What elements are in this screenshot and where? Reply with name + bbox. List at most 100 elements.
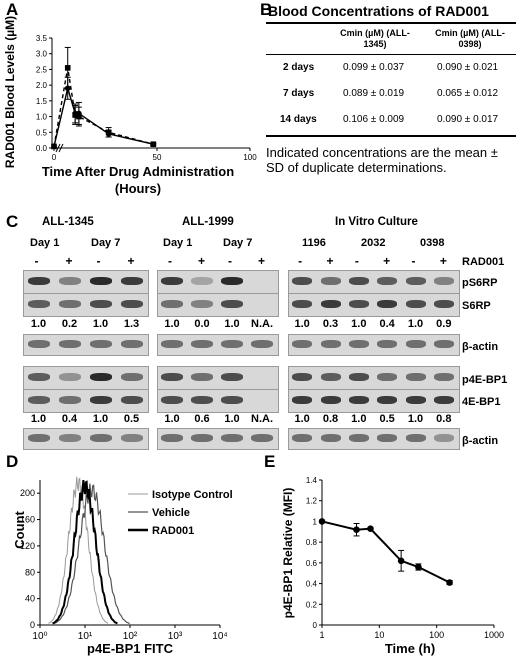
blot-strip (288, 389, 460, 413)
x-tick-label: 1 (319, 630, 324, 640)
blot-strip (23, 428, 149, 450)
day-label: Day 1 (30, 237, 60, 249)
table-col2-header: Cmin (µM) (ALL-0398) (435, 28, 505, 49)
panel-label-a: A (6, 0, 19, 19)
group-label: ALL-1999 (182, 216, 234, 228)
table-cell: 0.090 ± 0.021 (437, 62, 499, 73)
plus-sign: + (439, 254, 447, 268)
series-line (321, 520, 451, 584)
axis-break (58, 143, 64, 153)
quantification-value: 1.0 (351, 318, 367, 330)
cell-line-label: 2032 (361, 237, 386, 249)
blot-band (433, 277, 454, 285)
blot-band (292, 434, 313, 442)
blot-band (191, 340, 213, 348)
blot-row-label: 4E-BP1 (462, 396, 501, 408)
group-label: ALL-1345 (42, 216, 94, 228)
x-tick-label: 10¹ (78, 631, 93, 642)
blot-band (161, 373, 183, 381)
blot-band (89, 434, 112, 442)
minus-sign: - (298, 254, 303, 268)
y-tick-label: 2.5 (36, 65, 48, 74)
table-header-rule (266, 54, 516, 55)
panel-a-xlabel-1: Time After Drug Administration (42, 164, 234, 179)
plus-sign: + (65, 254, 73, 268)
axis-break (55, 143, 61, 153)
blot-strip (157, 428, 279, 450)
quantification-value: 1.0 (224, 318, 240, 330)
isotype-control-histogram (48, 476, 109, 624)
y-tick-label: 1.4 (306, 476, 318, 485)
panel-label-e: E (264, 452, 276, 471)
blot-band (348, 277, 369, 285)
blot-band (27, 396, 50, 404)
blot-band (221, 340, 243, 348)
blot-band (27, 277, 50, 285)
rad001-histogram (52, 480, 118, 625)
table-cell: 0.106 ± 0.009 (343, 114, 405, 125)
blot-band (433, 340, 454, 348)
blot-band (89, 300, 112, 308)
blot-band (348, 373, 369, 381)
cell-line-label: 1196 (302, 237, 326, 249)
table-row-label: 14 days (280, 114, 317, 125)
minus-sign: - (168, 254, 172, 268)
blot-band (377, 340, 398, 348)
blot-row-label: S6RP (462, 300, 491, 312)
blot-band (191, 300, 213, 308)
day-label: Day 7 (223, 237, 253, 249)
quantification-value: 0.4 (379, 318, 395, 330)
blot-band (405, 300, 426, 308)
x-tick-label: 0 (52, 153, 57, 162)
blot-band (161, 434, 183, 442)
quantification-value: 1.0 (92, 413, 109, 425)
blot-band (405, 340, 426, 348)
quantification-value: 0.5 (123, 413, 140, 425)
blot-row-label: β-actin (462, 435, 499, 447)
y-tick-label: 1.5 (36, 97, 48, 106)
blot-strip (288, 428, 460, 450)
y-tick-label: 0 (30, 620, 35, 630)
legend-label: RAD001 (152, 525, 194, 537)
blot-band (89, 340, 112, 348)
x-tick-label: 50 (153, 153, 162, 162)
blot-band (120, 373, 143, 381)
quantification-value: 0.2 (61, 318, 78, 330)
table-cell: 0.065 ± 0.012 (437, 88, 499, 99)
blot-band (320, 396, 341, 404)
minus-sign: - (96, 254, 101, 268)
blot-band (292, 396, 313, 404)
panel-a-xlabel-2: (Hours) (115, 181, 161, 196)
blot-row-label: pS6RP (462, 277, 498, 289)
blot-band (161, 277, 183, 285)
blot-band (405, 396, 426, 404)
blot-strip (23, 334, 149, 356)
blot-band (89, 373, 112, 381)
y-tick-label: 1.0 (36, 113, 48, 122)
blot-band (27, 434, 50, 442)
blot-band (58, 340, 81, 348)
data-point (367, 525, 374, 532)
blot-band (27, 340, 50, 348)
panel-d-chart: 0 40 80 120 160 200 10⁰ 10¹ 10² 10³ 10⁴ Isotype Con… (12, 476, 233, 656)
blot-band (191, 277, 213, 285)
plus-sign: + (258, 254, 266, 268)
blot-band (405, 277, 426, 285)
blot-band (191, 373, 213, 381)
blot-band (161, 300, 183, 308)
plus-sign: + (326, 254, 334, 268)
quantification-value: 1.3 (123, 318, 140, 330)
group-label: In Vitro Culture (335, 216, 418, 228)
quantification-value: 1.0 (351, 413, 367, 425)
blot-band (348, 300, 369, 308)
quantification-value: 1.0 (164, 413, 180, 425)
blot-band (221, 373, 243, 381)
blot-band (120, 340, 143, 348)
minus-sign: - (354, 254, 359, 268)
minus-sign: - (228, 254, 232, 268)
blot-band (377, 373, 398, 381)
table-col1-header: Cmin (µM) (ALL-1345) (340, 28, 410, 49)
treatment-label: RAD001 (462, 256, 505, 268)
blot-band (191, 434, 213, 442)
blot-band (377, 396, 398, 404)
